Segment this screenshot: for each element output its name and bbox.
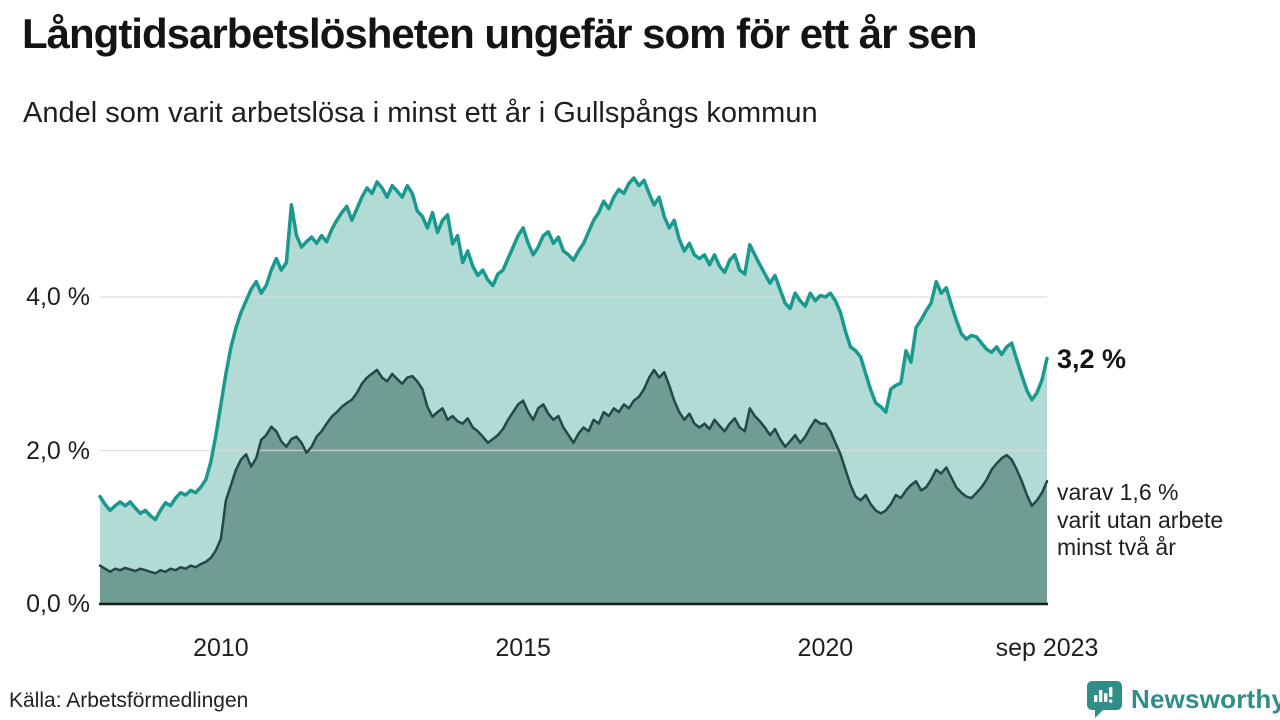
series-line bbox=[98, 368, 1049, 575]
secondary-label-line: minst två år bbox=[1057, 534, 1176, 560]
source-credit: Källa: Arbetsförmedlingen bbox=[9, 689, 249, 712]
x-axis-tick-label: sep 2023 bbox=[995, 634, 1099, 662]
secondary-label-line: varit utan arbete bbox=[1057, 506, 1224, 533]
end-value-label: 3,2 % bbox=[1057, 344, 1127, 374]
y-axis-tick-label: 0,0 % bbox=[26, 590, 90, 618]
x-axis-tick-label: 2020 bbox=[797, 634, 854, 662]
page-title: Långtidsarbetslösheten ungefär som för e… bbox=[22, 10, 978, 57]
logo-exclamation-stem bbox=[1109, 687, 1113, 697]
series-line bbox=[98, 176, 1049, 522]
y-axis-tick-label: 4,0 % bbox=[26, 283, 90, 311]
logo-bar-small bbox=[1094, 695, 1098, 702]
newsworthy-logo: Newsworthy bbox=[1086, 679, 1280, 719]
area-chart bbox=[98, 176, 1049, 606]
newsworthy-logo-icon bbox=[1087, 681, 1122, 718]
logo-exclamation-dot bbox=[1109, 699, 1113, 703]
brand-wordmark: Newsworthy bbox=[1131, 683, 1280, 714]
x-axis-tick-label: 2015 bbox=[495, 634, 551, 662]
x-axis-tick-label: 2010 bbox=[193, 634, 249, 662]
chart-subtitle: Andel som varit arbetslösa i minst ett å… bbox=[23, 97, 818, 129]
secondary-series-label: varav 1,6 % varit utan arbete minst två … bbox=[1057, 479, 1223, 562]
logo-bar-medium bbox=[1104, 693, 1108, 702]
y-axis-tick-label: 2,0 % bbox=[26, 436, 90, 465]
logo-bar-tall bbox=[1099, 690, 1103, 702]
secondary-label-line: varav 1,6 % bbox=[1057, 479, 1179, 505]
